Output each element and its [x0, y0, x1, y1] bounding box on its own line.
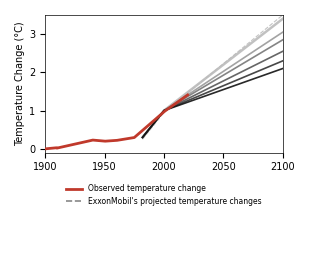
Legend: Observed temperature change, ExxonMobil's projected temperature changes: Observed temperature change, ExxonMobil'… — [63, 181, 264, 209]
Y-axis label: Temperature Change (°C): Temperature Change (°C) — [15, 22, 25, 146]
